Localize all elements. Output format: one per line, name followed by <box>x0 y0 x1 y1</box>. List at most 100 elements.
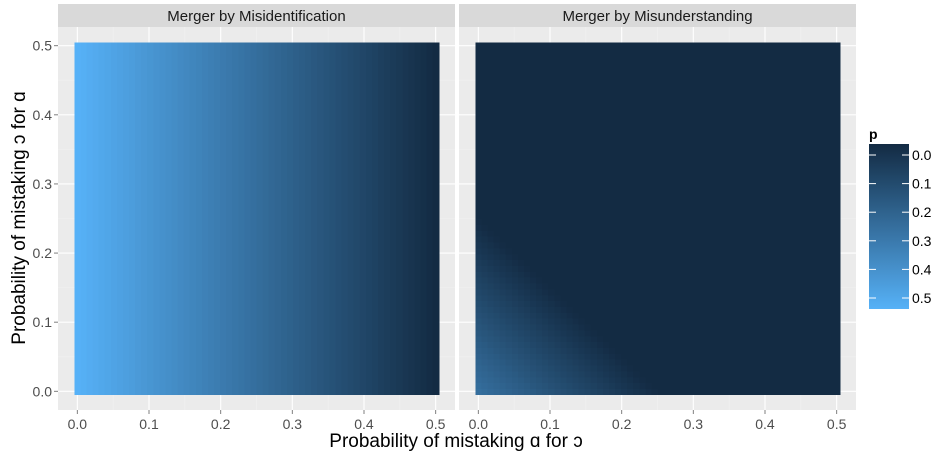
heatmap-tile <box>80 160 87 166</box>
heatmap-tile <box>572 388 579 394</box>
heatmap-tile <box>560 90 567 96</box>
heatmap-tile <box>427 90 434 96</box>
heatmap-tile <box>366 148 373 154</box>
heatmap-tile <box>572 213 579 219</box>
heatmap-tile <box>360 347 367 353</box>
heatmap-tile <box>560 177 567 183</box>
heatmap-tile <box>129 242 136 248</box>
heatmap-tile <box>524 154 531 160</box>
heatmap-tile <box>232 236 239 242</box>
heatmap-tile <box>305 101 312 107</box>
heatmap-tile <box>135 154 142 160</box>
heatmap-tile <box>129 236 136 242</box>
heatmap-tile <box>129 365 136 371</box>
heatmap-tile <box>86 306 93 312</box>
heatmap-tile <box>384 49 391 55</box>
heatmap-tile <box>536 224 543 230</box>
heatmap-tile <box>93 84 100 90</box>
heatmap-tile <box>178 195 185 201</box>
heatmap-tile <box>360 365 367 371</box>
heatmap-tile <box>518 54 525 60</box>
heatmap-tile <box>390 90 397 96</box>
heatmap-tile <box>244 388 251 394</box>
heatmap-tile <box>475 224 482 230</box>
heatmap-tile <box>220 84 227 90</box>
heatmap-tile <box>536 207 543 213</box>
heatmap-tile <box>554 160 561 166</box>
heatmap-tile <box>433 95 440 101</box>
heatmap-tile <box>494 142 501 148</box>
heatmap-tile <box>220 283 227 289</box>
heatmap-tile <box>372 172 379 178</box>
heatmap-tile <box>299 101 306 107</box>
heatmap-tile <box>99 177 106 183</box>
heatmap-tile <box>402 330 409 336</box>
heatmap-tile <box>323 301 330 307</box>
heatmap-tile <box>524 265 531 271</box>
heatmap-tile <box>536 60 543 66</box>
heatmap-tile <box>74 172 81 178</box>
heatmap-tile <box>572 283 579 289</box>
heatmap-tile <box>293 377 300 383</box>
heatmap-tile <box>190 347 197 353</box>
heatmap-tile <box>93 324 100 330</box>
heatmap-tile <box>117 312 124 318</box>
heatmap-tile <box>86 383 93 389</box>
heatmap-tile <box>512 177 519 183</box>
heatmap-tile <box>129 219 136 225</box>
heatmap-tile <box>226 336 233 342</box>
heatmap-tile <box>554 95 561 101</box>
heatmap-tile <box>372 230 379 236</box>
heatmap-tile <box>414 242 421 248</box>
heatmap-tile <box>579 219 586 225</box>
heatmap-tile <box>603 283 610 289</box>
heatmap-tile <box>105 78 112 84</box>
heatmap-tile <box>366 312 373 318</box>
heatmap-tile <box>305 289 312 295</box>
heatmap-tile <box>220 107 227 113</box>
heatmap-tile <box>402 277 409 283</box>
heatmap-tile <box>196 295 203 301</box>
heatmap-tile <box>500 154 507 160</box>
heatmap-tile <box>390 219 397 225</box>
heatmap-tile <box>208 312 215 318</box>
heatmap-tile <box>427 131 434 137</box>
heatmap-tile <box>408 359 415 365</box>
heatmap-tile <box>512 271 519 277</box>
heatmap-tile <box>305 90 312 96</box>
heatmap-tile <box>603 166 610 172</box>
heatmap-tile <box>560 353 567 359</box>
heatmap-tile <box>220 271 227 277</box>
heatmap-tile <box>548 160 555 166</box>
heatmap-tile <box>335 359 342 365</box>
heatmap-tile <box>524 336 531 342</box>
heatmap-tile <box>506 160 513 166</box>
heatmap-tile <box>323 359 330 365</box>
heatmap-tile <box>147 371 154 377</box>
heatmap-tile <box>591 318 598 324</box>
heatmap-tile <box>518 213 525 219</box>
heatmap-tile <box>335 324 342 330</box>
heatmap-tile <box>475 60 482 66</box>
heatmap-tile <box>366 125 373 131</box>
heatmap-tile <box>354 201 361 207</box>
heatmap-tile <box>372 119 379 125</box>
heatmap-tile <box>281 312 288 318</box>
heatmap-tile <box>275 265 282 271</box>
heatmap-tile <box>348 72 355 78</box>
heatmap-tile <box>305 236 312 242</box>
heatmap-tile <box>396 160 403 166</box>
heatmap-tile <box>196 260 203 266</box>
heatmap-tile <box>378 201 385 207</box>
heatmap-tile <box>360 95 367 101</box>
heatmap-tile <box>147 189 154 195</box>
heatmap-tile <box>329 277 336 283</box>
heatmap-tile <box>481 342 488 348</box>
heatmap-tile <box>530 236 537 242</box>
heatmap-tile <box>342 265 349 271</box>
heatmap-tile <box>159 318 166 324</box>
heatmap-tile <box>93 260 100 266</box>
heatmap-tile <box>165 177 172 183</box>
heatmap-tile <box>117 213 124 219</box>
heatmap-tile <box>311 289 318 295</box>
